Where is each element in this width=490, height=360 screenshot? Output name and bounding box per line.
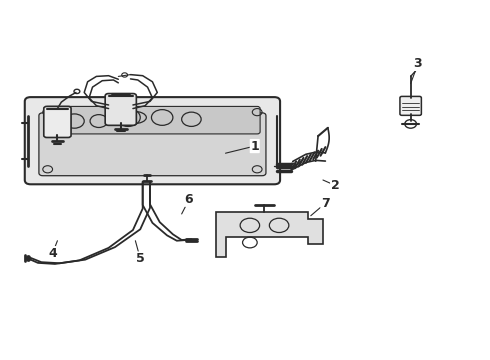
FancyBboxPatch shape xyxy=(39,113,266,176)
Text: 5: 5 xyxy=(135,241,145,265)
FancyBboxPatch shape xyxy=(44,107,71,138)
Text: 1: 1 xyxy=(225,140,259,153)
FancyBboxPatch shape xyxy=(45,107,260,134)
Text: 2: 2 xyxy=(323,179,340,192)
FancyBboxPatch shape xyxy=(105,94,136,125)
Text: 4: 4 xyxy=(48,241,57,260)
FancyBboxPatch shape xyxy=(25,97,280,184)
FancyBboxPatch shape xyxy=(400,96,421,115)
Text: 7: 7 xyxy=(311,197,330,216)
Text: 3: 3 xyxy=(411,57,422,84)
Text: 6: 6 xyxy=(182,193,193,214)
Polygon shape xyxy=(216,212,323,257)
